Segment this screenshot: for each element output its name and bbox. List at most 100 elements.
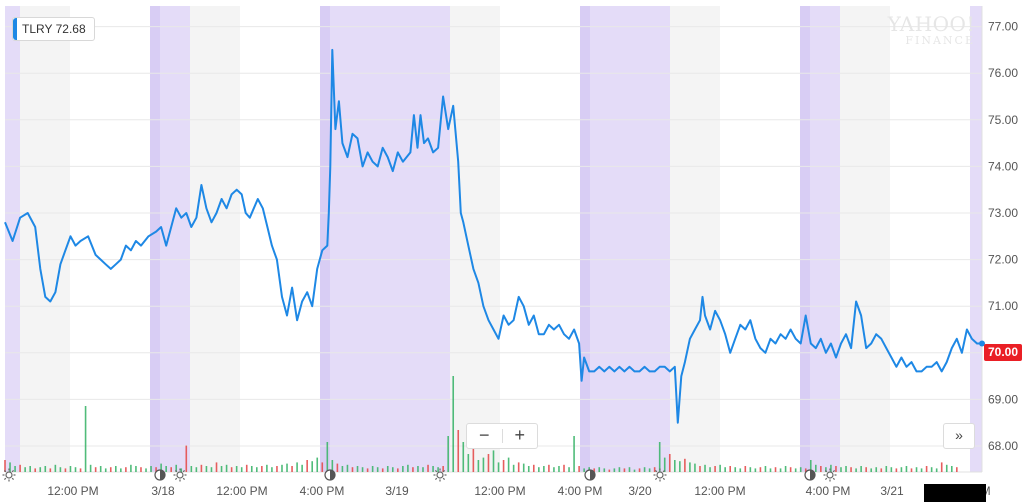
x-tick-label-4: 3/19 <box>385 484 409 498</box>
volume-bar-146 <box>739 468 742 472</box>
volume-bar-109 <box>553 467 555 472</box>
sunrise-icon-4-ray-3 <box>434 477 438 481</box>
volume-bar-17 <box>89 464 92 472</box>
last-price-tag: 70.00 <box>984 344 1022 361</box>
volume-bar-37 <box>190 466 193 472</box>
volume-bar-1 <box>9 462 11 472</box>
volume-bar-73 <box>371 466 374 472</box>
y-tick-label-4: 73.00 <box>988 206 1018 220</box>
volume-bar-107 <box>543 466 545 472</box>
session-band-9 <box>840 6 890 472</box>
volume-bar-115 <box>583 468 585 472</box>
volume-bar-104 <box>527 466 530 472</box>
volume-bar-54 <box>276 466 278 472</box>
legend[interactable]: TLRY 72.68 <box>12 17 95 41</box>
volume-bar-5 <box>29 466 31 472</box>
volume-bar-25 <box>130 464 132 472</box>
volume-bar-70 <box>356 466 359 472</box>
zoom-out-button[interactable]: − <box>478 425 490 445</box>
session-band-6 <box>580 6 670 472</box>
logo-line2: FINANCE <box>905 34 975 47</box>
moon-icon-7 <box>804 469 816 481</box>
volume-bar-145 <box>734 467 737 472</box>
volume-bar-120 <box>608 469 611 472</box>
volume-bar-82 <box>417 466 419 472</box>
last-price-dot <box>979 340 985 347</box>
pre-session-band-0 <box>150 6 160 472</box>
volume-bar-20 <box>104 468 107 472</box>
volume-bar-79 <box>402 466 404 472</box>
volume-bar-12 <box>64 468 67 472</box>
volume-bars <box>4 376 958 472</box>
logo-line1: YAHOO! <box>887 12 975 36</box>
redaction-bar <box>924 484 986 502</box>
volume-bar-96 <box>487 454 490 472</box>
scroll-forward-button[interactable]: » <box>943 423 975 449</box>
volume-bar-149 <box>754 468 757 472</box>
volume-bar-22 <box>114 466 117 472</box>
sunrise-icon-6-ray-5 <box>654 469 658 473</box>
sunrise-icon-0-ray-7 <box>11 469 15 473</box>
volume-bar-88 <box>447 436 449 472</box>
sunrise-icon-2-ray-7 <box>182 469 186 473</box>
volume-bar-184 <box>930 467 933 472</box>
volume-bar-177 <box>895 468 898 472</box>
volume-bar-40 <box>205 466 208 472</box>
volume-bar-95 <box>482 457 485 472</box>
volume-bar-23 <box>120 468 122 472</box>
volume-bar-110 <box>558 466 560 472</box>
volume-bar-123 <box>623 468 626 472</box>
volume-bar-147 <box>744 466 747 472</box>
volume-bar-176 <box>890 467 893 472</box>
x-tick-label-2: 12:00 PM <box>216 484 267 498</box>
volume-bar-89 <box>452 376 455 472</box>
volume-bar-56 <box>286 463 288 472</box>
sunrise-icon-8-ray-1 <box>832 477 836 481</box>
y-tick-label-2: 75.00 <box>988 113 1018 127</box>
sunrise-icon-0-disc <box>5 471 13 479</box>
volume-bar-136 <box>689 462 691 472</box>
zoom-controls: − + <box>466 423 538 449</box>
volume-bar-126 <box>638 468 641 472</box>
volume-bar-33 <box>170 467 172 472</box>
volume-bar-21 <box>109 467 112 472</box>
sunrise-icon-6-disc <box>656 471 664 479</box>
sunrise-icon-4-ray-5 <box>434 469 438 473</box>
volume-bar-3 <box>19 464 21 472</box>
volume-bar-188 <box>950 466 953 472</box>
legend-symbol: TLRY <box>22 22 53 36</box>
volume-bar-8 <box>44 466 47 472</box>
volume-bar-41 <box>210 467 213 472</box>
volume-bar-181 <box>915 467 918 472</box>
volume-bar-101 <box>512 464 515 472</box>
volume-bar-108 <box>548 464 550 472</box>
volume-bar-178 <box>900 467 903 472</box>
volume-bar-19 <box>99 466 102 472</box>
yahoo-finance-logo: YAHOO! FINANCE <box>888 14 975 46</box>
x-axis-labels: 12:00 PM 3/18 12:00 PM 4:00 PM 3/19 12:00 PM 4… <box>47 484 990 498</box>
volume-bar-0 <box>4 460 6 472</box>
volume-bar-9 <box>49 468 52 472</box>
sunrise-icon-2 <box>173 468 187 482</box>
sunrise-icon-0-ray-3 <box>3 477 7 481</box>
volume-bar-163 <box>825 467 827 472</box>
volume-bar-64 <box>326 442 329 472</box>
y-tick-label-3: 74.00 <box>988 159 1018 173</box>
volume-bar-105 <box>532 464 535 472</box>
volume-bar-127 <box>643 467 646 472</box>
volume-bar-2 <box>14 466 16 472</box>
zoom-divider <box>501 429 503 443</box>
volume-bar-141 <box>714 466 716 472</box>
moon-icon-1-shade <box>160 470 165 480</box>
volume-bar-179 <box>905 466 908 472</box>
zoom-in-button[interactable]: + <box>514 425 525 445</box>
volume-bar-164 <box>830 464 832 472</box>
sunrise-icon-6-ray-7 <box>662 469 666 473</box>
session-band-10 <box>970 6 982 472</box>
volume-bar-106 <box>538 467 540 472</box>
volume-bar-121 <box>613 468 616 472</box>
sunrise-icon-2-ray-3 <box>174 477 178 481</box>
volume-bar-103 <box>522 463 525 472</box>
x-tick-label-6: 4:00 PM <box>558 484 603 498</box>
